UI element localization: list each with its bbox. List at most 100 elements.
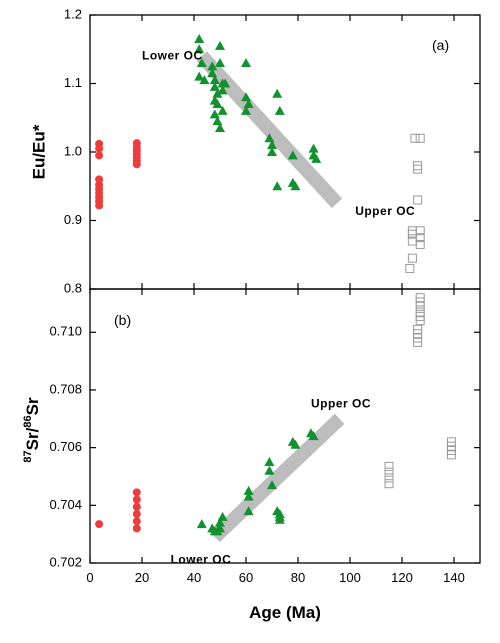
panel-b-point-circle (132, 502, 141, 511)
panel-a-point-square (415, 133, 425, 143)
panel-b: 87Sr/86Sr (b) 0.702 0.704 0.706 0.708 0.710 0… (22, 288, 481, 585)
panel-a-point-square (413, 161, 423, 171)
panel-a-point-circle (95, 151, 104, 160)
panel-b-trend-band (209, 413, 345, 543)
x-tick-label: 20 (135, 570, 149, 585)
ylabel-sup-87: 87 (22, 450, 34, 462)
panel-a-point-triangle (209, 75, 220, 85)
panel-b-point-triangle (267, 480, 277, 490)
panel-a-point-triangle (267, 140, 277, 150)
panel-b-point-triangle (264, 465, 275, 475)
panel-a-point-square (415, 226, 425, 236)
panel-b-point-square (415, 301, 425, 311)
panel-a-point-square (415, 239, 425, 249)
panel-a-y-tick-label: 1.1 (64, 75, 82, 90)
panel-a-point-square (407, 226, 417, 236)
panel-b-point-square (384, 479, 394, 489)
panel-a-point-triangle (290, 181, 301, 191)
panel-a-point-circle (95, 201, 104, 210)
panel-b-point-triangle (243, 485, 254, 495)
panel-a-point-triangle (215, 40, 225, 50)
panel-b-point-circle (132, 524, 141, 533)
panel-a-point-circle (95, 175, 104, 184)
panel-a-point-triangle (274, 105, 285, 115)
panel-b-point-square (384, 473, 394, 483)
panel-a-annotation: Lower OC (142, 48, 203, 62)
panel-b-point-triangle (264, 457, 275, 467)
panel-a-point-triangle (264, 133, 275, 143)
panel-b-point-square (415, 316, 425, 326)
panel-a-point-triangle (212, 99, 223, 109)
panel-a-point-triangle (196, 57, 207, 67)
panel-a-point-triangle (287, 150, 298, 160)
panel-a-point-triangle (220, 78, 231, 88)
x-tick-label: 100 (339, 570, 361, 585)
x-tick-label: 80 (291, 570, 305, 585)
panel-b-point-triangle (243, 491, 254, 501)
panel-b-point-circle (132, 495, 141, 504)
panel-b-point-square (384, 461, 394, 471)
panel-b-point-triangle (290, 439, 301, 449)
panel-a-y-tick-label: 1.2 (64, 6, 82, 21)
ylabel-base-sr-slash: Sr/ (23, 427, 42, 450)
panel-a-point-triangle (194, 33, 205, 43)
panel-a-point-circle (132, 160, 141, 169)
panel-b-point-triangle (196, 519, 207, 529)
panel-a-point-triangle (267, 147, 277, 156)
panel-a-point-triangle (215, 123, 225, 133)
panel-b-y-tick-label: 0.704 (49, 497, 82, 512)
panel-a-point-square (405, 263, 415, 273)
x-tick-label: 40 (187, 570, 201, 585)
x-tick-label: 140 (443, 570, 465, 585)
panel-b-point-triangle (217, 511, 228, 521)
panel-a-point-triangle (217, 85, 228, 95)
panel-b-point-triangle (308, 431, 319, 441)
panel-a-point-triangle (212, 88, 223, 98)
panel-b-point-triangle (274, 514, 285, 524)
panel-a-y-tick-label: 0.8 (64, 280, 82, 295)
panel-b-y-tick-label: 0.708 (49, 381, 82, 396)
panel-b-point-circle (132, 509, 141, 518)
panel-a-point-square (413, 195, 423, 205)
panel-a-point-triangle (311, 153, 322, 163)
panel-a-point-triangle (194, 71, 205, 81)
panel-b-point-circle (132, 488, 141, 497)
panel-a: Eu/Eu* (a) 0.8 0.9 1.0 1.1 1.2 Lower OC Upper … (29, 6, 481, 295)
panel-b-frame (89, 288, 481, 564)
panel-a-point-triangle (215, 57, 225, 67)
panel-a-point-square (410, 133, 420, 143)
panel-b-point-triangle (215, 517, 225, 527)
panel-a-point-triangle (272, 181, 283, 191)
panel-a-point-triangle (207, 68, 218, 78)
panel-b-annotation: Lower OC (171, 552, 232, 566)
panel-a-point-triangle (241, 105, 251, 115)
panel-a-point-triangle (308, 143, 319, 153)
x-axis-title: Age (Ma) (249, 603, 321, 622)
panel-b-point-square (384, 467, 394, 477)
panel-a-point-triangle (207, 61, 218, 71)
panel-a-point-triangle (243, 99, 254, 109)
panel-a-point-triangle (199, 75, 210, 85)
panel-a-point-triangle (194, 44, 205, 54)
x-tick-label: 60 (239, 570, 253, 585)
panel-b-point-circle (95, 520, 104, 529)
panel-a-point-triangle (209, 81, 220, 91)
panel-a-ylabel: Eu/Eu* (29, 124, 48, 179)
panel-b-ylabel: 87Sr/86Sr (22, 397, 43, 463)
panel-b-y-tick-label: 0.706 (49, 439, 82, 454)
x-tick-label: 0 (86, 570, 93, 585)
panel-b-point-square (446, 450, 456, 460)
panel-a-label: (a) (432, 37, 449, 53)
panel-b-point-triangle (243, 506, 254, 516)
panel-b-label: (b) (114, 312, 131, 328)
x-tick-label: 120 (391, 570, 413, 585)
panel-b-y-tick-label: 0.710 (49, 324, 82, 339)
panel-b-point-square (413, 337, 423, 347)
ylabel-base-sr: Sr (23, 397, 42, 415)
panel-a-point-circle (95, 144, 104, 153)
panel-b-point-triangle (215, 523, 225, 533)
panel-b-y-tick-label: 0.702 (49, 554, 82, 569)
panel-a-point-triangle (217, 105, 228, 115)
ylabel-sup-86: 86 (22, 415, 34, 427)
